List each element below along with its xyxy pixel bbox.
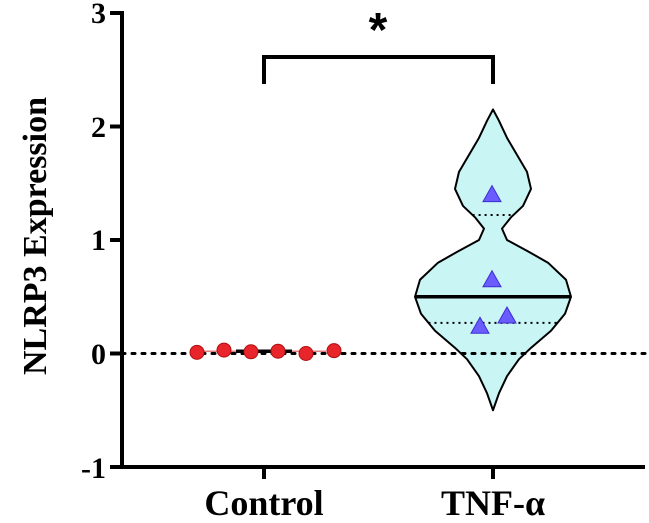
- point-control-5: [326, 343, 342, 359]
- point-control-3: [270, 343, 286, 359]
- point-control-1: [216, 342, 232, 358]
- x-category-label-tnf: TNF-α: [441, 483, 545, 523]
- y-axis-title: NLRP3 Expression: [17, 97, 54, 375]
- point-tnf-3: [470, 316, 490, 334]
- x-category-label-control: Control: [204, 483, 323, 523]
- point-control-4: [298, 346, 314, 361]
- significance-label: *: [369, 4, 388, 57]
- y-tick-label-2: 2: [91, 111, 106, 144]
- axes: [110, 11, 645, 479]
- point-control-0: [189, 344, 205, 360]
- point-tnf-0: [482, 184, 502, 203]
- data-points: [189, 184, 517, 361]
- point-tnf-1: [482, 269, 502, 288]
- violin-tnf: [414, 108, 572, 412]
- y-tick-label-neg1: -1: [81, 452, 106, 485]
- y-tick-label-0: 0: [91, 338, 106, 371]
- y-tick-label-1: 1: [91, 224, 106, 257]
- significance-bracket: [262, 55, 495, 84]
- point-tnf-2: [497, 306, 517, 324]
- point-control-2: [243, 344, 259, 360]
- violins: [202, 108, 572, 412]
- y-tick-label-3: 3: [91, 0, 106, 30]
